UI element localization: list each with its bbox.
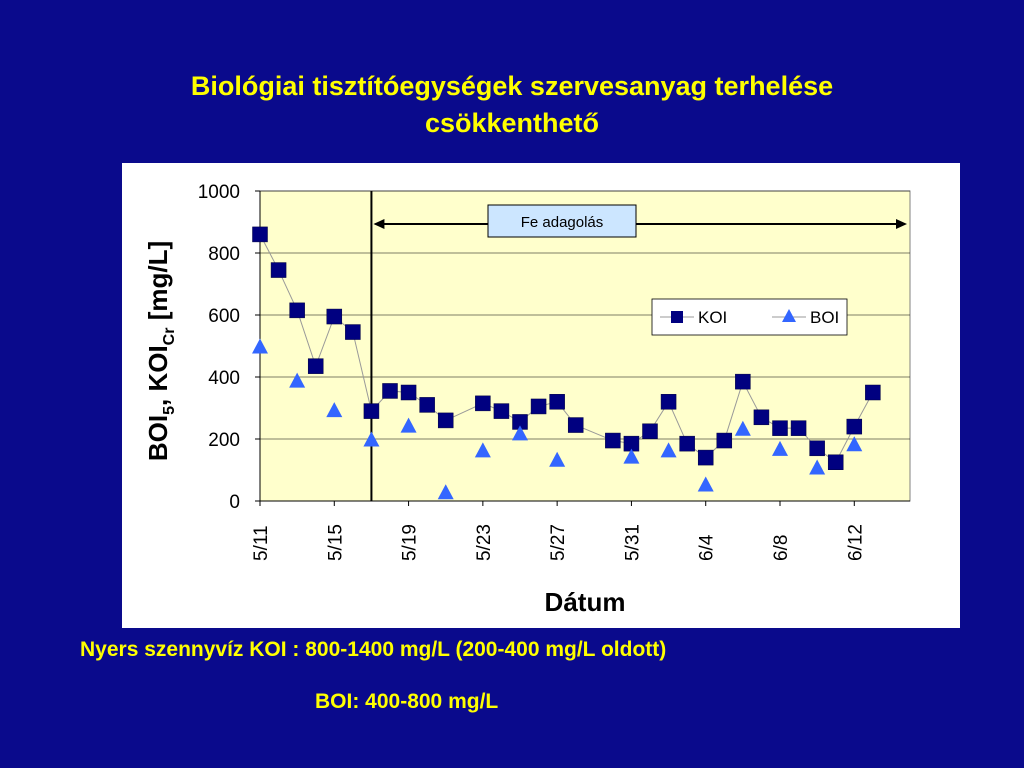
x-tick-label: 6/8 xyxy=(771,535,792,561)
koi-data-point xyxy=(790,420,807,436)
koi-data-point xyxy=(772,420,788,436)
boi-data-point xyxy=(734,420,751,436)
y-axis-label: BOI5, KOICr [mg/L] xyxy=(143,241,178,461)
y-axis-label-part: BOI xyxy=(143,415,173,461)
koi-data-point xyxy=(865,384,881,401)
slide-title: Biológiai tisztítóegységek szervesanyag … xyxy=(60,68,964,142)
boi-data-point xyxy=(474,442,491,458)
fe-dosing-arrow-left-head xyxy=(373,219,385,229)
x-axis-label: Dátum xyxy=(545,587,626,617)
x-tick-label: 5/15 xyxy=(325,524,346,561)
boi-data-point xyxy=(289,372,306,388)
koi-data-point xyxy=(679,435,695,452)
koi-data-point xyxy=(660,394,677,410)
x-tick-label: 5/23 xyxy=(474,524,495,561)
boi-data-point xyxy=(326,402,343,418)
koi-data-point xyxy=(697,449,714,466)
boi-data-point xyxy=(809,459,826,475)
koi-data-point xyxy=(382,383,398,399)
x-tick-label: 5/19 xyxy=(400,524,421,561)
koi-data-point xyxy=(716,432,733,449)
x-tick-label: 5/31 xyxy=(622,524,643,561)
koi-data-point xyxy=(475,395,491,412)
boi-data-point xyxy=(400,417,417,433)
koi-data-point xyxy=(827,454,844,470)
y-tick-label: 200 xyxy=(208,430,240,451)
koi-data-point xyxy=(753,409,770,426)
koi-data-point xyxy=(605,432,621,449)
y-axis-label-part: [mg/L] xyxy=(143,241,173,328)
x-tick-label: 5/27 xyxy=(548,524,569,561)
koi-data-point xyxy=(735,373,751,390)
koi-data-point xyxy=(270,262,287,278)
boi-legend-marker xyxy=(782,309,796,322)
boi-data-point xyxy=(549,451,566,467)
koi-data-point xyxy=(326,308,343,325)
koi-data-point xyxy=(642,423,658,439)
y-tick-label: 600 xyxy=(208,306,240,327)
koi-data-point xyxy=(345,324,361,340)
koi-data-point xyxy=(307,358,324,374)
y-tick-label: 0 xyxy=(229,492,240,513)
boi-data-point xyxy=(660,442,677,458)
koi-data-point xyxy=(419,397,435,413)
raw-wastewater-koi-note: Nyers szennyvíz KOI : 800-1400 mg/L (200… xyxy=(80,638,667,661)
boi-data-point xyxy=(437,484,454,500)
boi-range-note: BOI: 400-800 mg/L xyxy=(315,690,499,713)
koi-data-point xyxy=(549,394,565,410)
boi-data-point xyxy=(697,476,714,492)
koi-data-point xyxy=(530,398,547,415)
koi-legend-marker xyxy=(671,311,683,323)
koi-data-point xyxy=(400,384,417,401)
y-axis-label-subscript: 5 xyxy=(161,406,178,415)
y-tick-label: 1000 xyxy=(198,182,240,203)
boi-legend-label: BOI xyxy=(810,308,839,327)
boi-data-point xyxy=(623,448,640,464)
koi-legend-label: KOI xyxy=(698,308,727,327)
chart-panel: 0 200 400 600 800 1000 5/11 5/15 5/19 5/23 5/27 5/3… xyxy=(122,163,960,628)
koi-data-point xyxy=(437,412,454,429)
fe-dosing-label: Fe adagolás xyxy=(521,214,604,231)
title-line-2: csökkenthető xyxy=(424,108,600,138)
boi-data-point xyxy=(512,425,528,441)
koi-data-point xyxy=(846,418,863,435)
y-tick-label: 400 xyxy=(208,368,240,389)
fe-dosing-arrow-right-head xyxy=(896,219,907,229)
y-tick-label: 800 xyxy=(208,244,240,265)
boi-data-point xyxy=(252,338,268,354)
plot-area xyxy=(259,190,911,502)
x-tick-label: 6/4 xyxy=(697,534,718,561)
koi-data-point xyxy=(289,302,305,319)
boi-data-point xyxy=(846,436,863,452)
koi-data-point xyxy=(363,403,380,419)
koi-data-point xyxy=(567,417,584,433)
x-tick-label: 6/12 xyxy=(845,524,866,561)
koi-data-point xyxy=(252,226,268,243)
boi-data-point xyxy=(363,431,380,447)
koi-data-point xyxy=(493,403,510,419)
fe-dosing-label-box xyxy=(487,204,637,238)
chart-svg: 0 200 400 600 800 1000 5/11 5/15 5/19 5/23 5/27 5/3… xyxy=(143,182,911,617)
x-tick-label: 5/11 xyxy=(251,525,272,561)
y-axis-label-part: , KOI xyxy=(143,345,173,406)
y-axis-label-subscript: Cr xyxy=(161,328,178,346)
koi-data-point xyxy=(809,440,825,457)
title-line-1: Biológiai tisztítóegységek szervesanyag … xyxy=(190,71,834,101)
boi-data-point xyxy=(772,440,788,456)
